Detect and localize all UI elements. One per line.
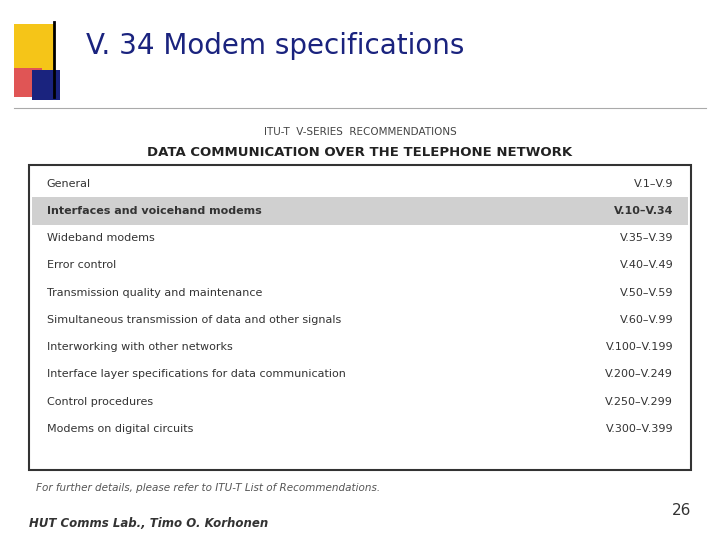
Text: V.1–V.9: V.1–V.9 bbox=[634, 179, 673, 189]
FancyBboxPatch shape bbox=[14, 68, 42, 97]
Text: Interface layer specifications for data communication: Interface layer specifications for data … bbox=[47, 369, 346, 380]
Text: V. 34 Modem specifications: V. 34 Modem specifications bbox=[86, 32, 465, 60]
Text: Modems on digital circuits: Modems on digital circuits bbox=[47, 424, 193, 434]
FancyBboxPatch shape bbox=[32, 198, 688, 225]
Text: Error control: Error control bbox=[47, 260, 116, 271]
Text: Interfaces and voicehand modems: Interfaces and voicehand modems bbox=[47, 206, 261, 216]
Text: For further details, please refer to ITU-T List of Recommendations.: For further details, please refer to ITU… bbox=[36, 483, 380, 494]
Text: 26: 26 bbox=[672, 503, 691, 518]
Text: Wideband modems: Wideband modems bbox=[47, 233, 155, 243]
Text: V.40–V.49: V.40–V.49 bbox=[619, 260, 673, 271]
Text: V.50–V.59: V.50–V.59 bbox=[620, 288, 673, 298]
Text: V.200–V.249: V.200–V.249 bbox=[606, 369, 673, 380]
Text: Transmission quality and maintenance: Transmission quality and maintenance bbox=[47, 288, 262, 298]
Text: Control procedures: Control procedures bbox=[47, 397, 153, 407]
FancyBboxPatch shape bbox=[29, 165, 691, 470]
Text: HUT Comms Lab., Timo O. Korhonen: HUT Comms Lab., Timo O. Korhonen bbox=[29, 517, 268, 530]
Text: V.250–V.299: V.250–V.299 bbox=[606, 397, 673, 407]
FancyBboxPatch shape bbox=[32, 70, 60, 100]
Text: DATA COMMUNICATION OVER THE TELEPHONE NETWORK: DATA COMMUNICATION OVER THE TELEPHONE NE… bbox=[148, 146, 572, 159]
Text: V.100–V.199: V.100–V.199 bbox=[606, 342, 673, 352]
Text: V.10–V.34: V.10–V.34 bbox=[613, 206, 673, 216]
FancyBboxPatch shape bbox=[14, 24, 54, 73]
Text: General: General bbox=[47, 179, 91, 189]
Text: V.35–V.39: V.35–V.39 bbox=[620, 233, 673, 243]
Text: V.300–V.399: V.300–V.399 bbox=[606, 424, 673, 434]
Text: Simultaneous transmission of data and other signals: Simultaneous transmission of data and ot… bbox=[47, 315, 341, 325]
Text: Interworking with other networks: Interworking with other networks bbox=[47, 342, 233, 352]
Text: ITU-T  V-SERIES  RECOMMENDATIONS: ITU-T V-SERIES RECOMMENDATIONS bbox=[264, 127, 456, 137]
Text: V.60–V.99: V.60–V.99 bbox=[620, 315, 673, 325]
